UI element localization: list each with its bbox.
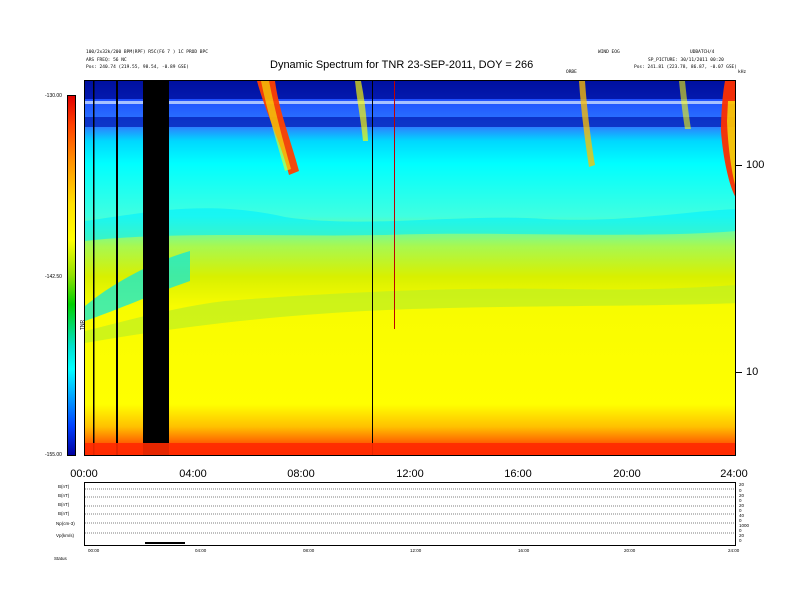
data-gaps: [93, 81, 395, 455]
radio-bursts: [257, 81, 735, 197]
x-tick-label: 12:00: [396, 468, 424, 480]
spectrum-svg: [85, 81, 735, 455]
orbit-marker-label: ORBE: [566, 70, 577, 75]
aux-right-label: 20: [739, 533, 745, 538]
aux-right-label: 0: [739, 528, 742, 533]
dark-band-2: [85, 117, 735, 127]
aux-label: B(nT): [58, 511, 70, 516]
aux-label: B(nT): [58, 502, 70, 507]
aux-x-tick: 16:00: [518, 548, 530, 553]
aux-label: Np(cm-3): [56, 521, 75, 526]
y-tick-label: 100: [746, 159, 765, 171]
aux-right-label: 0: [739, 538, 742, 543]
cyan-boundary-band: [85, 208, 735, 241]
aux-right-label: 0: [739, 508, 742, 513]
dynamic-spectrum-plot: [84, 80, 736, 456]
colorbar-tick: -155.00: [45, 452, 62, 458]
aux-right-label: 40: [739, 513, 745, 518]
aux-x-tick: 08:00: [303, 548, 315, 553]
low-frequency-band: [85, 443, 735, 455]
aux-x-tick: 24:00: [728, 548, 740, 553]
aux-x-tick: 04:00: [195, 548, 207, 553]
aux-right-label: 0: [739, 498, 742, 503]
aux-right-label: 20: [739, 493, 745, 498]
aux-label: Vp(km/s): [56, 533, 74, 538]
aux-right-label: 0: [739, 488, 742, 493]
top-dark-band: [85, 81, 735, 99]
y-tick-label: 10: [746, 366, 759, 378]
x-tick-label: 00:00: [70, 468, 98, 480]
x-tick-label: 04:00: [179, 468, 207, 480]
spectrum-background: [85, 81, 735, 455]
header-info-line1: 100/2x32k/200 BPM(RPF) R5C(F6 7 ) 1C PRO…: [86, 50, 208, 55]
header-right-line4: Pos: 241.81 (223.78, 86.87, -0.07 GSE): [634, 65, 737, 70]
x-tick-label: 08:00: [287, 468, 315, 480]
chart-title: Dynamic Spectrum for TNR 23-SEP-2011, DO…: [270, 59, 534, 71]
frequency-unit-label: kHz: [738, 70, 747, 75]
aux-x-tick: 12:00: [410, 548, 422, 553]
header-right-line2: UDBATCH/4: [690, 50, 715, 55]
colorbar: [67, 95, 76, 456]
aux-label: B(nT): [58, 484, 70, 489]
aux-right-label: 1000: [739, 523, 750, 528]
aux-label: B(nT): [58, 493, 70, 498]
aux-right-label: 20: [739, 503, 745, 508]
header-right-line1: WIND EOG: [598, 50, 620, 55]
auxiliary-data-panel: [84, 482, 736, 546]
aux-status-label: Status: [54, 556, 67, 561]
colorbar-tick: -142.50: [45, 274, 62, 280]
aux-x-tick: 20:00: [624, 548, 636, 553]
x-tick-label: 24:00: [720, 468, 748, 480]
header-info-line2: ARS FREQ: 56 NC: [86, 58, 127, 63]
colorbar-tick: -130.00: [45, 93, 62, 99]
header-info-line3: Pos: 240.74 (219.55, 98.54, -0.89 GSE): [86, 65, 189, 70]
header-right-line3: SP_PICTURE: 30/11/2011 00:20: [648, 58, 724, 63]
green-transition-band: [85, 285, 735, 343]
aux-right-label: 20: [739, 482, 745, 487]
x-tick-label: 20:00: [613, 468, 641, 480]
aux-right-label: 0: [739, 518, 742, 523]
aux-x-tick: 00:00: [88, 548, 100, 553]
top-white-line: [85, 101, 735, 104]
aux-svg: [85, 488, 735, 544]
x-tick-label: 16:00: [504, 468, 532, 480]
